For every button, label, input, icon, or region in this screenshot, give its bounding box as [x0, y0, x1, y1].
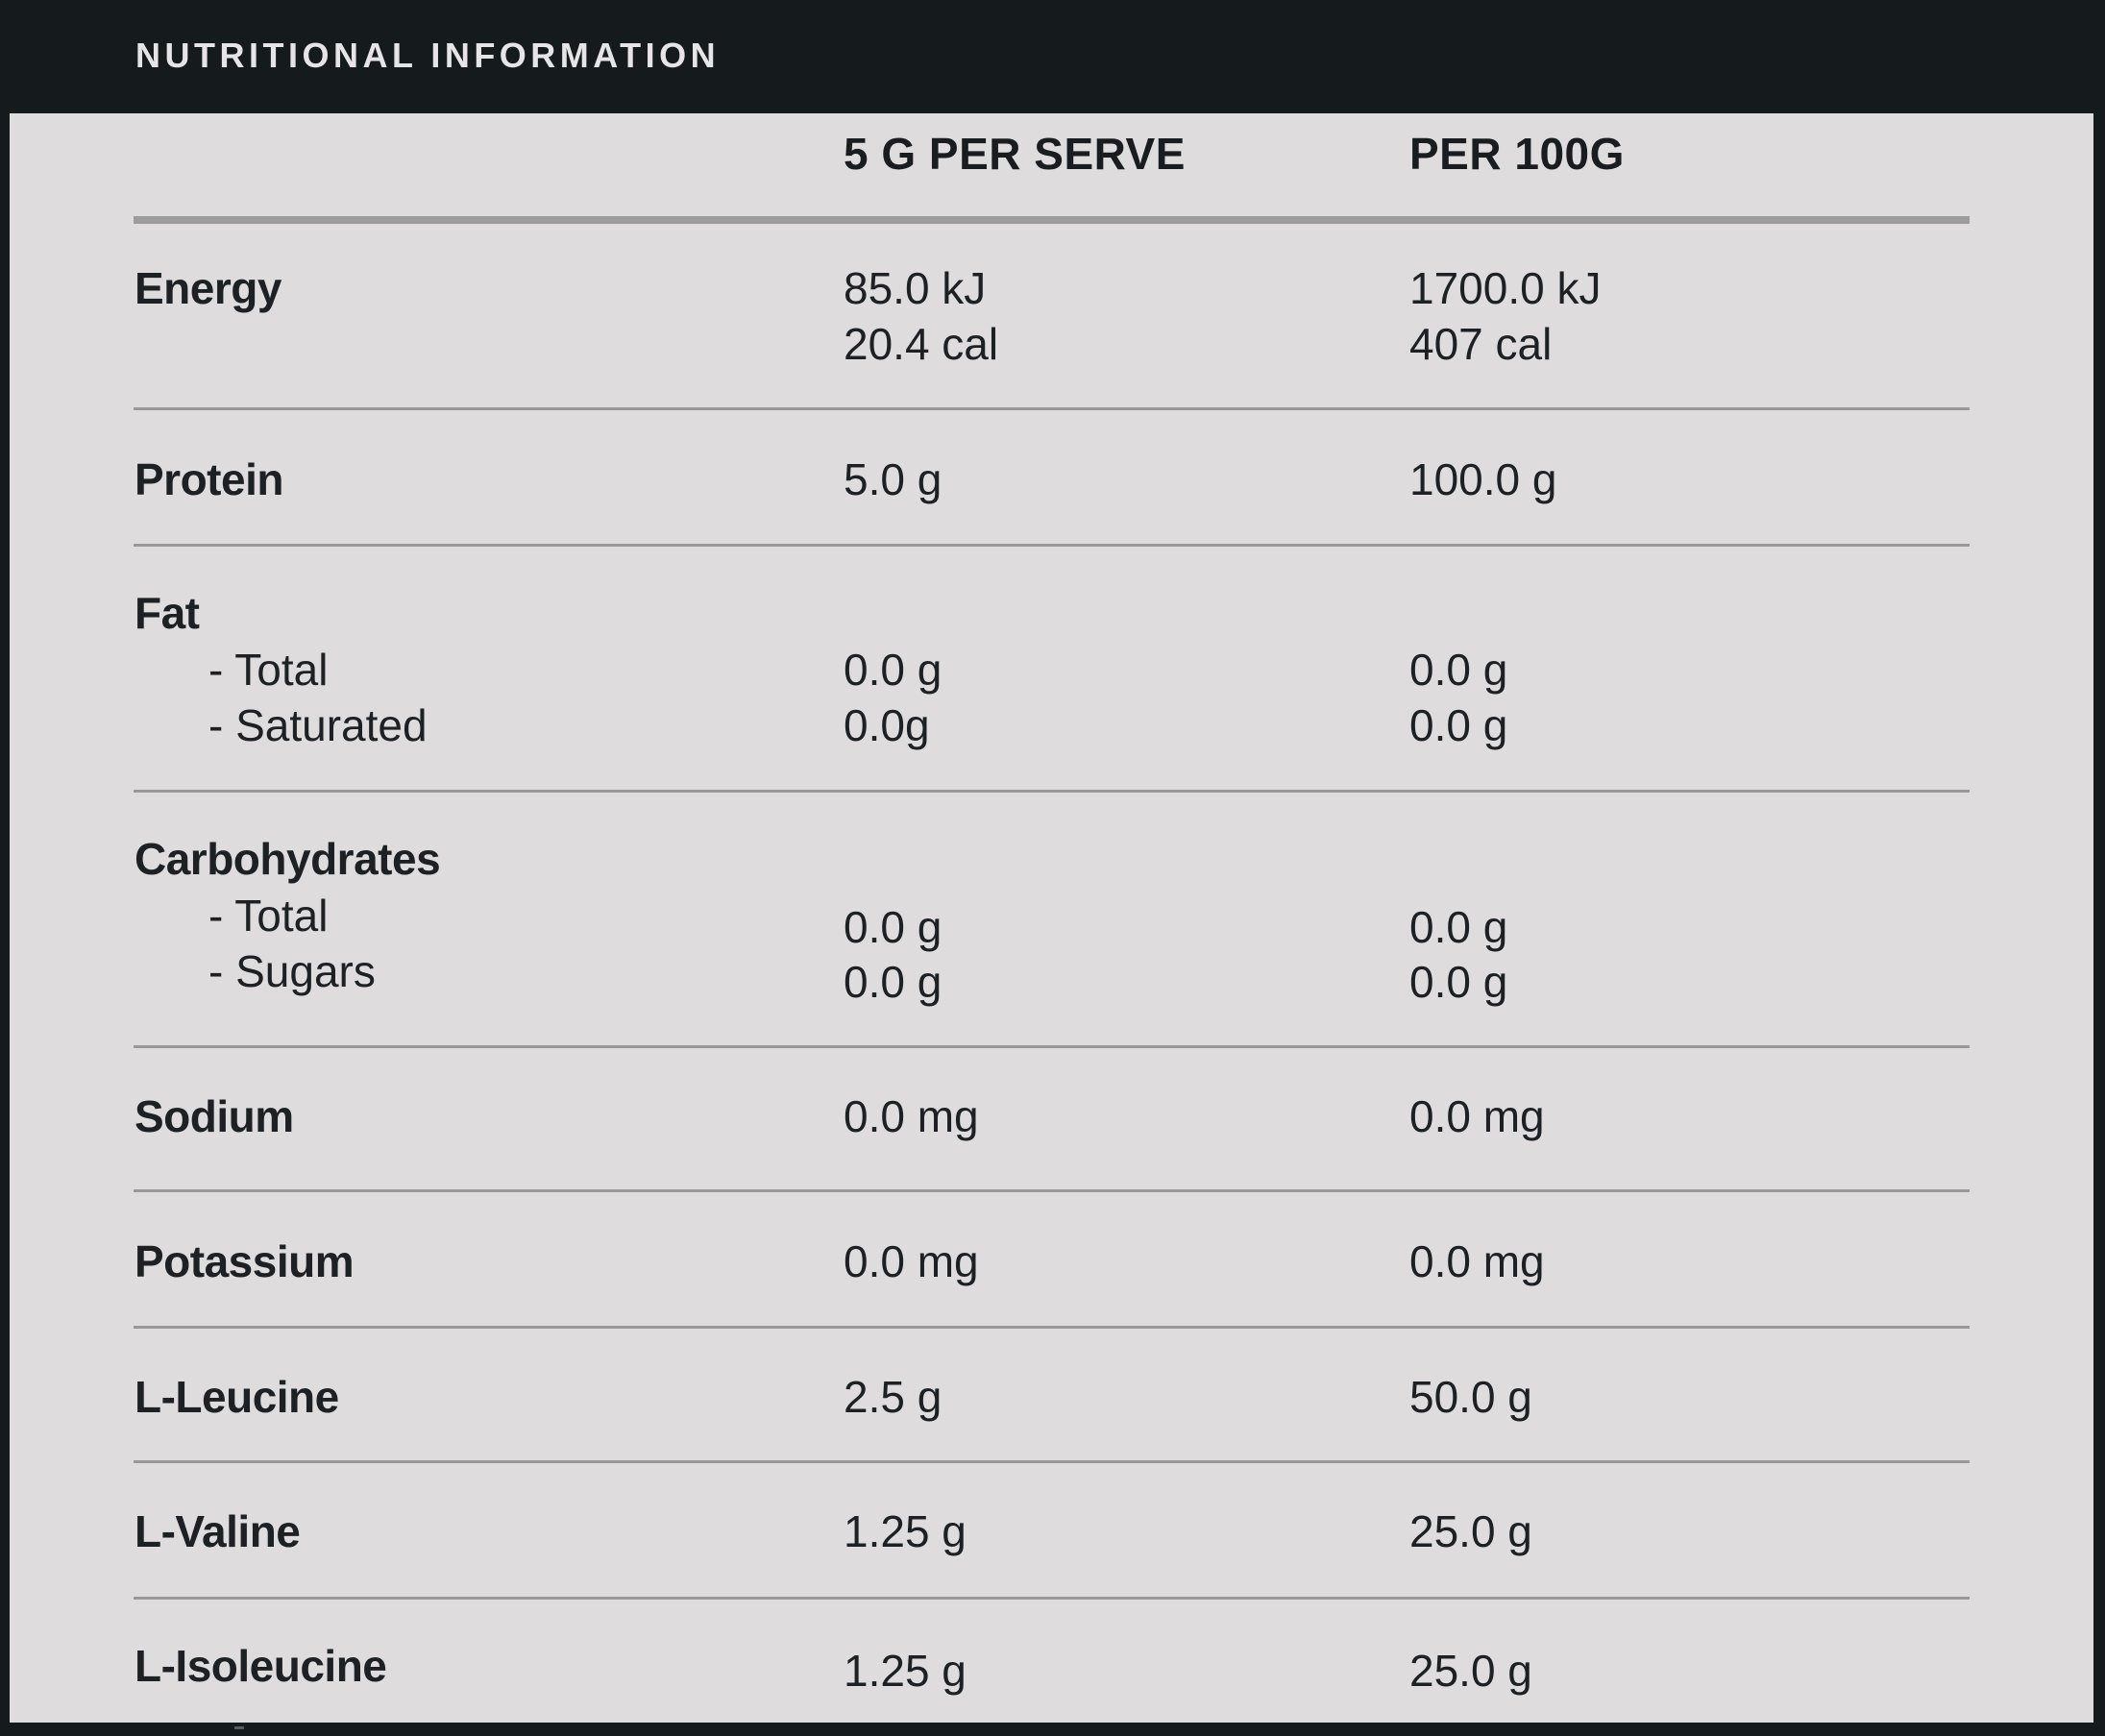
row-label-energy: Energy [135, 263, 281, 313]
row-label-potassium: Potassium [135, 1236, 355, 1286]
l-leucine-serve: 2.5 g [844, 1372, 942, 1422]
fat-saturated-per100: 0.0 g [1409, 700, 1508, 750]
column-header-per-100g: PER 100G [1409, 129, 1625, 179]
header-bar: NUTRITIONAL INFORMATION [0, 0, 2105, 113]
fat-saturated-serve: 0.0g [844, 700, 930, 750]
l-isoleucine-serve: 1.25 g [844, 1646, 967, 1696]
energy-per100-kj: 1700.0 kJ [1409, 263, 1602, 313]
row-divider [134, 1045, 1970, 1048]
row-label-fat: Fat [135, 588, 200, 638]
cropped-stroke [234, 1726, 244, 1729]
carbohydrates-sugars-label: - Sugars [208, 946, 376, 996]
fat-saturated-label: - Saturated [208, 700, 428, 750]
row-label-l-isoleucine: L-Isoleucine [135, 1641, 387, 1691]
carbohydrates-sugars-serve: 0.0 g [844, 957, 942, 1007]
energy-serve-cal: 20.4 cal [844, 319, 999, 369]
carbohydrates-total-per100: 0.0 g [1409, 902, 1508, 952]
fat-total-per100: 0.0 g [1409, 645, 1508, 695]
carbohydrates-sugars-per100: 0.0 g [1409, 957, 1508, 1007]
fat-total-serve: 0.0 g [844, 645, 942, 695]
carbohydrates-total-label: - Total [208, 891, 329, 941]
row-divider [134, 1326, 1970, 1329]
sodium-per100: 0.0 mg [1409, 1091, 1545, 1141]
row-divider [134, 1189, 1970, 1192]
l-leucine-per100: 50.0 g [1409, 1372, 1532, 1422]
energy-serve-kj: 85.0 kJ [844, 263, 987, 313]
potassium-per100: 0.0 mg [1409, 1236, 1545, 1286]
row-label-carbohydrates: Carbohydrates [135, 834, 441, 884]
nutrition-panel [10, 113, 2093, 1723]
energy-per100-cal: 407 cal [1409, 319, 1553, 369]
header-divider [134, 216, 1970, 224]
l-valine-serve: 1.25 g [844, 1506, 967, 1556]
l-valine-per100: 25.0 g [1409, 1506, 1532, 1556]
l-isoleucine-per100: 25.0 g [1409, 1646, 1532, 1696]
row-divider [134, 790, 1970, 793]
row-label-protein: Protein [135, 454, 283, 504]
page-title: NUTRITIONAL INFORMATION [135, 36, 721, 75]
potassium-serve: 0.0 mg [844, 1236, 979, 1286]
row-divider [134, 544, 1970, 547]
row-label-l-leucine: L-Leucine [135, 1372, 339, 1422]
row-label-l-valine: L-Valine [135, 1506, 301, 1556]
row-divider [134, 1597, 1970, 1600]
row-divider [134, 1460, 1970, 1463]
column-header-per-serve: 5 G PER SERVE [844, 129, 1186, 179]
sodium-serve: 0.0 mg [844, 1091, 979, 1141]
carbohydrates-total-serve: 0.0 g [844, 902, 942, 952]
protein-per100: 100.0 g [1409, 454, 1557, 504]
row-divider [134, 407, 1970, 410]
row-label-sodium: Sodium [135, 1091, 294, 1141]
fat-total-label: - Total [208, 645, 329, 695]
protein-serve: 5.0 g [844, 454, 942, 504]
